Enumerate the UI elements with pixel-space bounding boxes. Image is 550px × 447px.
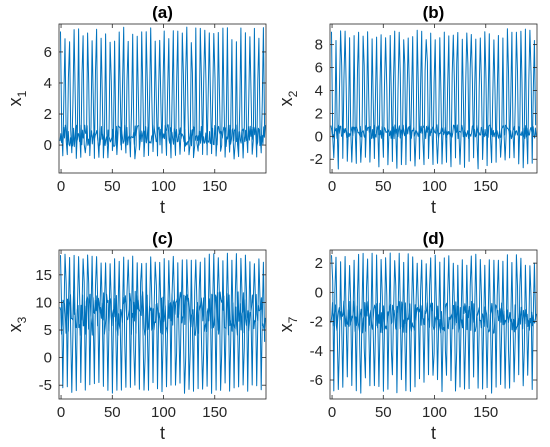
y-axis-label: x3 bbox=[5, 316, 29, 332]
series-line-1 bbox=[60, 26, 266, 160]
plot-frame bbox=[329, 249, 538, 400]
x-tick-label: 150 bbox=[202, 178, 227, 195]
x-tick-label: 100 bbox=[422, 178, 447, 195]
panel-title: (d) bbox=[423, 229, 445, 248]
y-tick-label: 15 bbox=[35, 267, 52, 284]
x-tick-label: 100 bbox=[151, 404, 176, 421]
x-tick-label: 50 bbox=[104, 404, 121, 421]
y-tick-label: 0 bbox=[44, 350, 52, 367]
series-line-3 bbox=[60, 252, 266, 394]
y-axis-label: x2 bbox=[276, 90, 300, 106]
y-tick-label: 2 bbox=[44, 106, 52, 123]
y-tick-label: 6 bbox=[315, 60, 323, 77]
x-tick-label: 150 bbox=[202, 404, 227, 421]
y-tick-label: 6 bbox=[44, 44, 52, 61]
x-tick-label: 100 bbox=[151, 178, 176, 195]
plot-frame bbox=[58, 249, 267, 400]
y-axis-label: x1 bbox=[5, 90, 29, 106]
y-tick-label: 0 bbox=[44, 137, 52, 154]
x-axis-label: t bbox=[431, 423, 436, 443]
x-axis-label: t bbox=[160, 197, 165, 217]
panel-3: 0 50 100 150 -5 0 5 10 15 (c) t x3 bbox=[5, 229, 267, 443]
y-tick-label: 0 bbox=[315, 128, 323, 145]
y-tick-label: 10 bbox=[35, 294, 52, 311]
y-tick-label: -2 bbox=[310, 151, 323, 168]
y-tick-label: 2 bbox=[315, 255, 323, 272]
x-tick-label: 100 bbox=[422, 404, 447, 421]
x-axis-label: t bbox=[160, 423, 165, 443]
panel-title: (a) bbox=[152, 3, 173, 22]
x-axis-label: t bbox=[431, 197, 436, 217]
x-tick-label: 0 bbox=[57, 178, 65, 195]
panel-1: 0 50 100 150 0 2 4 6 (a) t x1 bbox=[5, 3, 267, 217]
x-tick-label: 150 bbox=[473, 404, 498, 421]
panel-title: (b) bbox=[423, 3, 445, 22]
y-tick-label: 2 bbox=[315, 105, 323, 122]
plot-frame bbox=[58, 23, 267, 174]
x-tick-label: 0 bbox=[57, 404, 65, 421]
series-line-2 bbox=[331, 28, 537, 170]
y-tick-label: 5 bbox=[44, 322, 52, 339]
y-tick-label: 4 bbox=[315, 82, 323, 99]
plot-frame bbox=[329, 23, 538, 174]
y-tick-label: -6 bbox=[310, 372, 323, 389]
y-tick-label: -2 bbox=[310, 314, 323, 331]
x-tick-label: 0 bbox=[328, 404, 336, 421]
x-tick-label: 150 bbox=[473, 178, 498, 195]
panel-2: 0 50 100 150 -2 0 2 4 6 8 (b) t x2 bbox=[276, 3, 538, 217]
y-tick-label: 8 bbox=[315, 37, 323, 54]
series-line-4 bbox=[331, 252, 537, 394]
x-tick-label: 50 bbox=[104, 178, 121, 195]
y-tick-label: 0 bbox=[315, 284, 323, 301]
panel-4: 0 50 100 150 -6 -4 -2 0 2 (d) t x7 bbox=[276, 229, 538, 443]
x-tick-label: 50 bbox=[375, 404, 392, 421]
panel-title: (c) bbox=[152, 229, 173, 248]
y-tick-label: -5 bbox=[39, 377, 52, 394]
y-tick-label: -4 bbox=[310, 343, 323, 360]
x-tick-label: 0 bbox=[328, 178, 336, 195]
y-tick-label: 4 bbox=[44, 75, 52, 92]
y-axis-label: x7 bbox=[276, 316, 300, 332]
x-tick-label: 50 bbox=[375, 178, 392, 195]
